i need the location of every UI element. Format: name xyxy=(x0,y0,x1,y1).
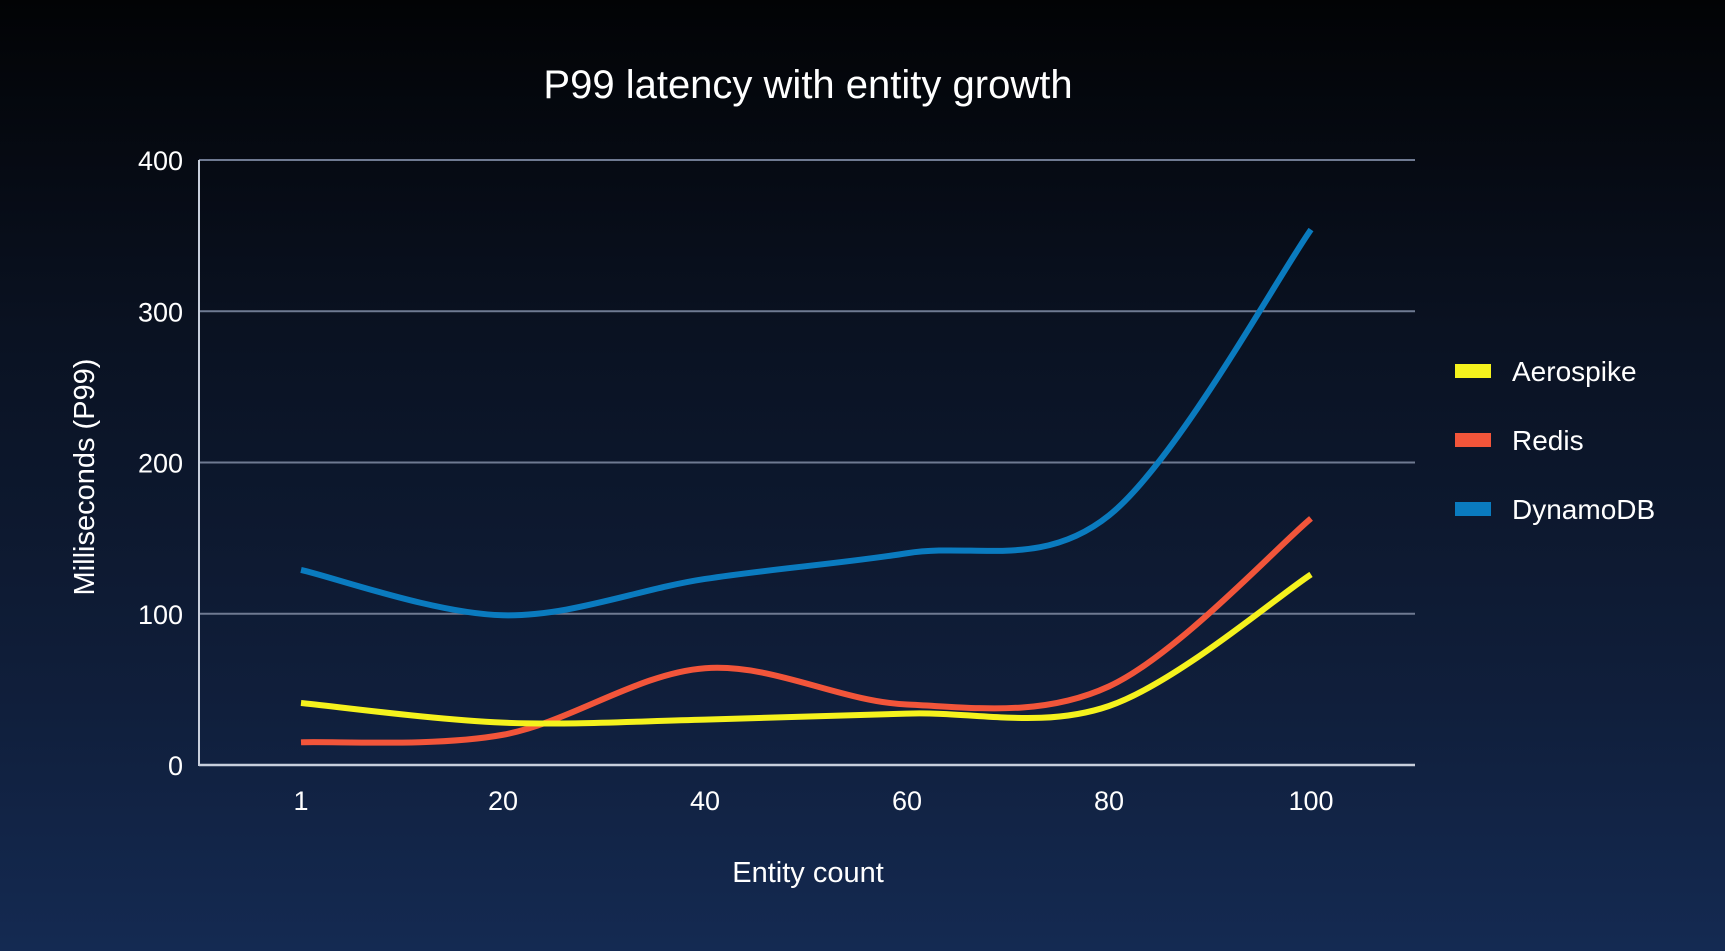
x-tick-label: 100 xyxy=(1288,786,1333,816)
series-line-dynamodb xyxy=(300,227,1314,619)
x-tick-label: 1 xyxy=(293,786,308,816)
x-tick-labels: 1 20 40 60 80 100 xyxy=(293,786,1333,816)
legend-label: DynamoDB xyxy=(1512,494,1655,525)
y-tick-labels: 0 100 200 300 400 xyxy=(138,146,183,781)
legend-label: Redis xyxy=(1512,425,1584,456)
y-tick-label: 300 xyxy=(138,297,183,327)
series-line-redis xyxy=(300,516,1313,746)
gridlines xyxy=(199,159,1415,615)
x-tick-label: 40 xyxy=(690,786,720,816)
legend-item-dynamodb: DynamoDB xyxy=(1455,494,1655,525)
series-line-aerospike xyxy=(300,571,1313,727)
x-tick-label: 60 xyxy=(892,786,922,816)
y-tick-label: 0 xyxy=(168,751,183,781)
y-tick-label: 100 xyxy=(138,600,183,630)
legend-label: Aerospike xyxy=(1512,356,1637,387)
legend-swatch xyxy=(1455,364,1491,378)
y-tick-label: 400 xyxy=(138,146,183,176)
y-axis-title: Milliseconds (P99) xyxy=(69,359,101,596)
x-axis-title: Entity count xyxy=(732,857,884,889)
legend: Aerospike Redis DynamoDB xyxy=(1455,356,1655,525)
legend-item-aerospike: Aerospike xyxy=(1455,356,1637,387)
legend-item-redis: Redis xyxy=(1455,425,1584,456)
chart-title: P99 latency with entity growth xyxy=(543,63,1072,107)
y-tick-label: 200 xyxy=(138,449,183,479)
axes xyxy=(198,160,1415,767)
legend-swatch xyxy=(1455,502,1491,516)
legend-swatch xyxy=(1455,433,1491,447)
x-tick-label: 20 xyxy=(488,786,518,816)
series-lines xyxy=(300,227,1314,746)
x-tick-label: 80 xyxy=(1094,786,1124,816)
